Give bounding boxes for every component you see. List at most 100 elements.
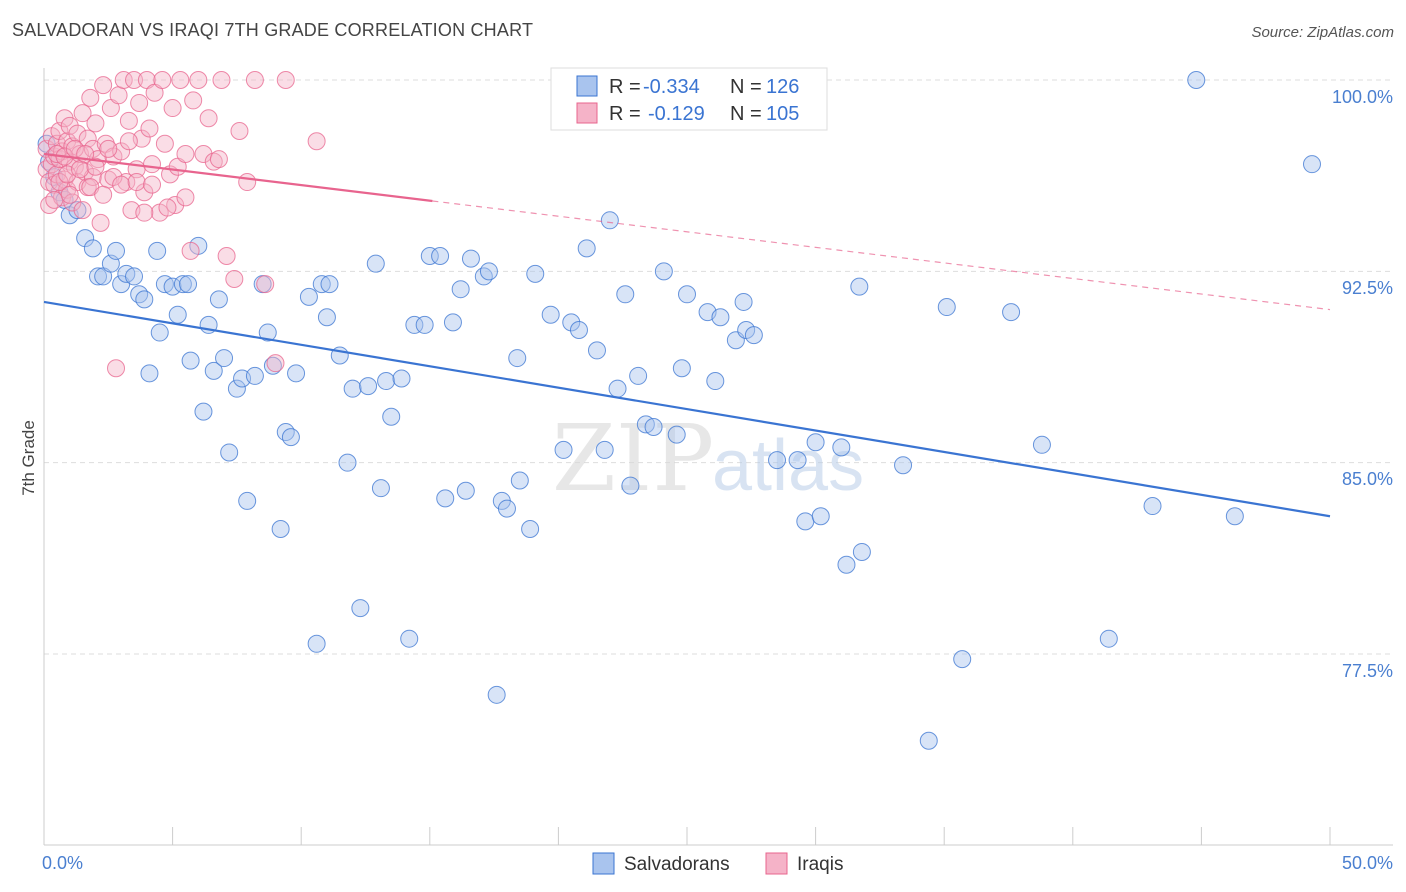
y-axis-title: 7th Grade xyxy=(19,420,38,496)
salvadoran-point-18 xyxy=(140,364,159,383)
salvadoran-point-48 xyxy=(317,308,336,327)
legend-r-label-blue: R = xyxy=(609,76,641,98)
legend-r-label-pink: R = xyxy=(609,103,641,125)
salvadoran-point-15 xyxy=(125,267,144,286)
salvadoran-point-28 xyxy=(194,402,213,421)
salvadoran-point-80 xyxy=(554,440,573,459)
salvadoran-point-36 xyxy=(238,491,257,510)
salvadoran-point-95 xyxy=(672,359,691,378)
salvadoran-point-77 xyxy=(521,519,540,538)
salvadoran-point-42 xyxy=(276,423,295,442)
bottom-legend-label-salvadorans: Salvadorans xyxy=(624,854,730,875)
iraqi-point-101 xyxy=(158,198,177,217)
iraqi-point-100 xyxy=(143,175,162,194)
iraqi-point-31 xyxy=(81,88,100,107)
salvadoran-point-68 xyxy=(456,481,475,500)
salvadoran-trend-line xyxy=(43,300,1331,518)
salvadoran-point-81 xyxy=(562,313,581,332)
salvadoran-point-78 xyxy=(526,264,545,283)
x-tick-label-max: 50.0% xyxy=(1342,853,1393,873)
salvadoran-point-99 xyxy=(711,308,730,327)
salvadoran-point-122 xyxy=(1187,71,1206,89)
legend-n-value-pink: 105 xyxy=(766,103,799,125)
salvadoran-point-124 xyxy=(1302,155,1321,174)
iraqi-point-80 xyxy=(276,71,295,89)
salvadoran-point-116 xyxy=(937,298,956,317)
salvadoran-point-94 xyxy=(667,425,686,444)
iraqi-point-73 xyxy=(217,247,236,266)
salvadoran-point-118 xyxy=(1002,303,1021,322)
salvadoran-point-93 xyxy=(654,262,673,281)
iraqi-point-72 xyxy=(212,71,231,89)
iraqi-point-84 xyxy=(50,173,69,192)
y-tick-label-92-5: 92.5% xyxy=(1342,278,1393,298)
iraqi-point-42 xyxy=(107,359,126,378)
iraqi-point-19 xyxy=(60,116,79,135)
iraqi-point-65 xyxy=(176,188,195,207)
salvadoran-point-19 xyxy=(148,241,167,260)
salvadoran-point-109 xyxy=(811,507,830,526)
legend-swatch-blue xyxy=(576,75,598,97)
salvadoran-point-65 xyxy=(436,489,455,508)
salvadoran-point-121 xyxy=(1143,497,1162,516)
salvadoran-point-115 xyxy=(919,731,938,750)
salvadoran-point-107 xyxy=(796,512,815,531)
iraqi-point-103 xyxy=(176,144,195,163)
salvadoran-point-113 xyxy=(852,542,871,561)
y-tick-label-100: 100.0% xyxy=(1332,87,1393,107)
salvadoran-point-44 xyxy=(287,364,306,383)
trend-lines xyxy=(43,152,1331,518)
salvadoran-point-25 xyxy=(179,275,198,294)
salvadoran-point-114 xyxy=(894,456,913,475)
salvadoran-point-111 xyxy=(837,555,856,574)
legend-r-value-blue: -0.334 xyxy=(643,76,700,98)
axis-ticks xyxy=(43,827,1331,845)
salvadoran-point-79 xyxy=(541,305,560,324)
iraqi-point-56 xyxy=(143,155,162,174)
salvadoran-point-23 xyxy=(168,305,187,324)
iraqi-point-37 xyxy=(94,76,113,95)
iraqi-point-60 xyxy=(155,134,174,153)
legend-n-label-blue: N = xyxy=(730,76,762,98)
source-label: Source: ZipAtlas.com xyxy=(1251,24,1394,41)
salvadoran-point-105 xyxy=(768,451,787,470)
iraqi-point-81 xyxy=(307,132,326,151)
salvadoran-point-90 xyxy=(629,366,648,385)
salvadoran-point-55 xyxy=(366,254,385,273)
salvadoran-point-76 xyxy=(510,471,529,490)
salvadoran-point-60 xyxy=(400,629,419,648)
iraqi-point-96 xyxy=(112,175,131,194)
salvadoran-point-53 xyxy=(351,599,370,618)
salvadoran-point-72 xyxy=(487,685,506,704)
chart-title: SALVADORAN VS IRAQI 7TH GRADE CORRELATIO… xyxy=(12,20,534,40)
salvadoran-point-89 xyxy=(621,476,640,495)
salvadoran-point-45 xyxy=(299,287,318,306)
iraqi-point-3 xyxy=(40,173,59,192)
watermark-zip: ZIP xyxy=(552,405,714,512)
iraqi-point-59 xyxy=(153,71,172,89)
salvadoran-point-8 xyxy=(83,239,102,258)
iraqi-point-26 xyxy=(73,201,92,220)
salvadoran-point-84 xyxy=(587,341,606,360)
salvadoran-point-64 xyxy=(431,247,450,266)
salvadoran-point-56 xyxy=(371,479,390,498)
series-iraqis xyxy=(37,71,326,378)
iraqi-point-45 xyxy=(114,71,133,89)
watermark-atlas: atlas xyxy=(712,426,864,506)
iraqi-point-29 xyxy=(78,129,97,148)
salvadoran-point-37 xyxy=(245,366,264,385)
salvadoran-point-51 xyxy=(338,453,357,472)
salvadoran-point-47 xyxy=(312,275,331,294)
iraqi-point-87 xyxy=(60,185,79,204)
iraqi-point-95 xyxy=(104,167,123,186)
salvadoran-point-123 xyxy=(1225,507,1244,526)
iraqi-point-93 xyxy=(94,185,113,204)
salvadoran-point-49 xyxy=(320,275,339,294)
iraqi-point-78 xyxy=(256,275,275,294)
salvadoran-point-67 xyxy=(451,280,470,299)
salvadoran-point-33 xyxy=(220,443,239,462)
iraqi-point-36 xyxy=(91,213,110,232)
iraqi-point-70 xyxy=(199,109,218,128)
salvadoran-point-22 xyxy=(163,277,182,296)
